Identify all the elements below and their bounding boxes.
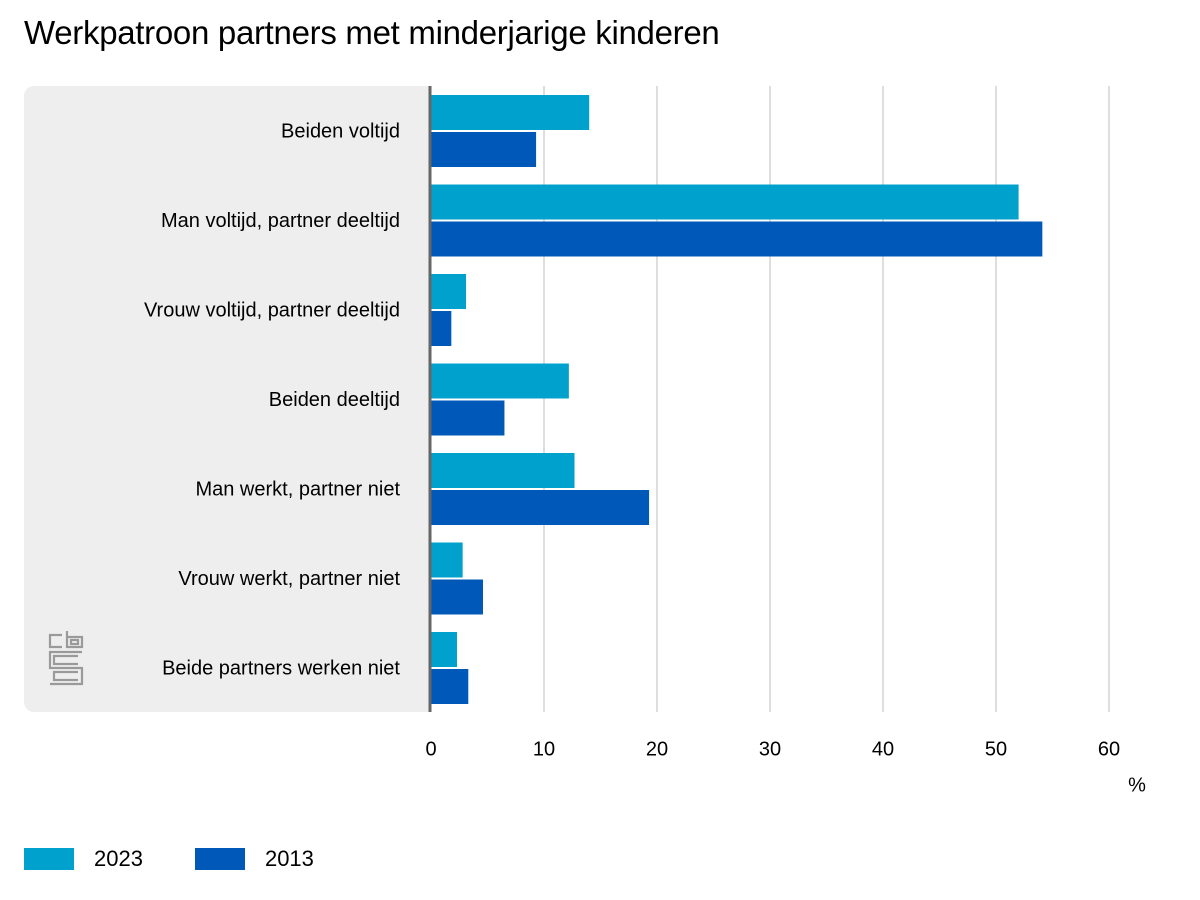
category-label-panel — [24, 86, 430, 712]
x-tick-label: 20 — [646, 738, 668, 760]
category-label: Beiden deeltijd — [269, 389, 400, 411]
bar-2013-1 — [431, 221, 1043, 257]
legend-item-2013: 2013 — [194, 846, 314, 872]
x-tick-label: 40 — [872, 738, 894, 760]
bar-2013-6 — [431, 669, 469, 704]
bar-2023-0 — [431, 95, 590, 130]
bar-2023-3 — [431, 363, 569, 399]
bar-2013-4 — [431, 490, 650, 525]
bar-2013-3 — [431, 400, 505, 436]
bar-2013-0 — [431, 132, 537, 167]
bar-2023-4 — [431, 453, 575, 488]
category-label: Beiden voltijd — [281, 120, 400, 142]
legend-swatch-2023 — [24, 848, 74, 870]
legend-label-2013: 2013 — [264, 846, 314, 871]
bar-2023-1 — [431, 184, 1019, 220]
x-tick-label: 30 — [759, 738, 781, 760]
category-label: Vrouw werkt, partner niet — [178, 568, 400, 590]
bar-2023-6 — [431, 632, 457, 667]
x-axis-unit-label: % — [1128, 774, 1146, 796]
bar-2023-2 — [431, 274, 467, 309]
cbs-logo-icon — [48, 631, 84, 686]
category-label: Man voltijd, partner deeltijd — [161, 210, 400, 232]
x-tick-label: 60 — [1098, 738, 1120, 760]
legend-label-2023: 2023 — [94, 846, 143, 871]
bar-2013-2 — [431, 311, 452, 346]
legend-item-2023: 2023 — [24, 846, 143, 872]
bar-2023-5 — [431, 542, 463, 578]
category-label: Beide partners werken niet — [162, 657, 400, 679]
category-label: Vrouw voltijd, partner deeltijd — [144, 299, 400, 321]
x-tick-label: 50 — [985, 738, 1007, 760]
legend-swatch-2013 — [194, 848, 245, 870]
x-tick-label: 10 — [533, 738, 555, 760]
chart-title: Werkpatroon partners met minderjarige ki… — [24, 14, 720, 51]
category-label: Man werkt, partner niet — [195, 478, 400, 500]
x-tick-label: 0 — [425, 738, 436, 760]
bar-2013-5 — [431, 579, 483, 615]
legend: 2023 2013 — [24, 846, 366, 872]
